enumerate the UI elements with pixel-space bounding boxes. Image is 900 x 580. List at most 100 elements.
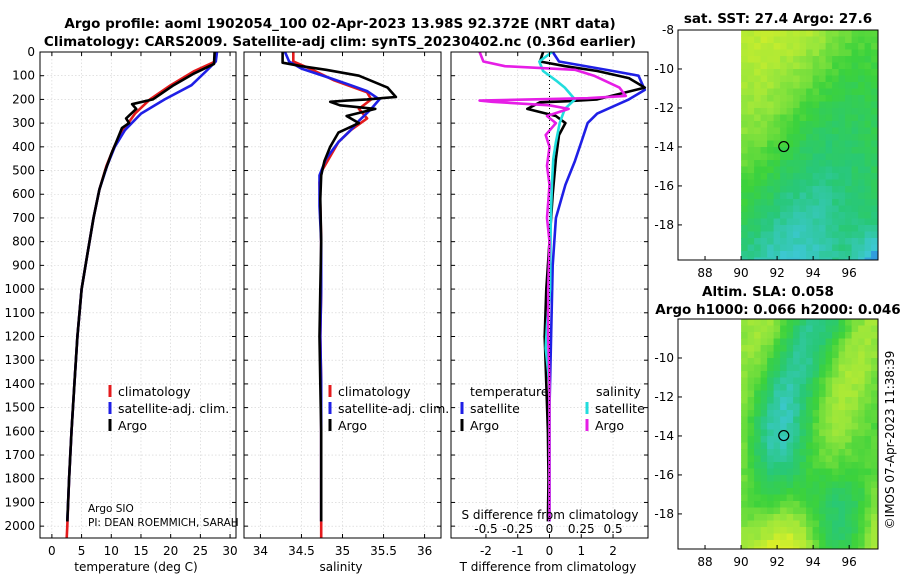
map-cell: [747, 153, 755, 161]
map-cell: [858, 238, 866, 245]
map-cell: [825, 62, 833, 70]
map-cell: [773, 527, 781, 534]
map-cell: [838, 251, 846, 258]
map-cell: [799, 192, 807, 200]
map-cell: [864, 364, 872, 372]
map-cell: [773, 121, 781, 128]
map-cell: [799, 69, 807, 76]
map-cell: [741, 468, 749, 476]
map-cell: [793, 49, 801, 57]
map-color-field: [741, 319, 878, 549]
map-cell: [780, 36, 788, 44]
map-cell: [806, 114, 814, 122]
map-cell: [773, 436, 781, 443]
map-cell: [767, 494, 775, 502]
map-cell: [851, 82, 859, 89]
map-cell: [812, 546, 820, 549]
map-cell: [871, 520, 878, 528]
map-cell: [780, 423, 788, 430]
map-cell: [760, 533, 768, 541]
map-cell: [832, 462, 840, 469]
map-cell: [871, 43, 878, 50]
map-cell: [845, 449, 853, 456]
map-cell: [747, 257, 755, 260]
map-cell: [858, 384, 866, 391]
map-cell: [871, 160, 878, 167]
map-cell: [871, 377, 878, 385]
map-cell: [760, 319, 768, 326]
map-cell: [832, 49, 840, 57]
map-cell: [864, 442, 872, 450]
map-cell: [760, 244, 768, 252]
map-cell: [825, 179, 833, 187]
map-cell: [786, 127, 794, 135]
map-cell: [806, 166, 814, 174]
map-cell: [767, 192, 775, 200]
map-cell: [858, 36, 866, 44]
map-cell: [825, 173, 833, 180]
map-cell: [845, 403, 853, 411]
map-cell: [864, 488, 872, 495]
map-cell: [760, 212, 768, 219]
map-cell: [786, 140, 794, 148]
map-cell: [806, 345, 814, 352]
map-cell: [806, 351, 814, 359]
map-cell: [864, 49, 872, 57]
map-cell: [819, 95, 827, 102]
map-cell: [825, 30, 833, 37]
map-cell: [741, 205, 749, 213]
map-cell: [845, 442, 853, 450]
map-cell: [819, 468, 827, 476]
map-cell: [754, 147, 762, 154]
map-cell: [806, 468, 814, 476]
map-cell: [760, 108, 768, 115]
map-cell: [825, 43, 833, 50]
map-cell: [760, 546, 768, 549]
map-cell: [760, 410, 768, 417]
x-tick-label: 0: [48, 544, 56, 558]
map-cell: [767, 501, 775, 508]
map-cell: [812, 127, 820, 135]
map-cell: [851, 319, 859, 326]
map-cell: [741, 429, 749, 437]
map-cell: [812, 364, 820, 372]
map-cell: [806, 540, 814, 547]
map-cell: [767, 82, 775, 89]
map-cell: [845, 88, 853, 96]
map-cell: [767, 371, 775, 378]
difference-x-label-top: S difference from climatology: [462, 508, 639, 522]
map-cell: [871, 49, 878, 57]
map-cell: [754, 127, 762, 135]
map-cell: [832, 325, 840, 333]
map-cell: [780, 95, 788, 102]
map-cell: [812, 319, 820, 326]
map-cell: [871, 166, 878, 174]
map-cell: [741, 364, 749, 372]
map-cell: [780, 429, 788, 437]
map-cell: [806, 153, 814, 161]
map-cell: [754, 82, 762, 89]
map-cell: [819, 325, 827, 333]
map-cell: [838, 153, 846, 161]
map-cell: [806, 501, 814, 508]
map-cell: [812, 75, 820, 83]
map-cell: [799, 338, 807, 346]
map-cell: [858, 82, 866, 89]
map-cell: [832, 364, 840, 372]
map-cell: [812, 371, 820, 378]
map-cell: [825, 371, 833, 378]
map-cell: [741, 134, 749, 141]
map-cell: [767, 134, 775, 141]
depth-tick-label: 800: [12, 235, 35, 249]
map-cell: [871, 75, 878, 83]
map-cell: [864, 371, 872, 378]
map-cell: [812, 423, 820, 430]
map-cell: [799, 494, 807, 502]
map-cell: [786, 212, 794, 219]
map-cell: [806, 225, 814, 232]
x-tick-label: 34.5: [288, 544, 315, 558]
map-cell: [845, 364, 853, 372]
map-cell: [741, 332, 749, 339]
map-cell: [806, 403, 814, 411]
map-cell: [773, 468, 781, 476]
